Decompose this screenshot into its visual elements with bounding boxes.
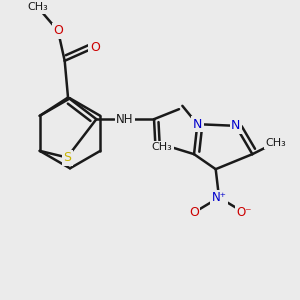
Text: CH₃: CH₃ xyxy=(152,142,172,152)
Text: N: N xyxy=(193,118,202,131)
Text: O: O xyxy=(189,206,199,219)
Text: N⁺: N⁺ xyxy=(212,191,226,204)
Text: S: S xyxy=(63,151,71,164)
Text: NH: NH xyxy=(116,113,134,126)
Text: O: O xyxy=(53,24,63,37)
Text: N: N xyxy=(231,119,240,132)
Text: CH₃: CH₃ xyxy=(28,2,48,13)
Text: O: O xyxy=(151,144,160,157)
Text: CH₃: CH₃ xyxy=(265,137,286,148)
Text: O: O xyxy=(90,41,100,54)
Text: O⁻: O⁻ xyxy=(236,206,252,219)
